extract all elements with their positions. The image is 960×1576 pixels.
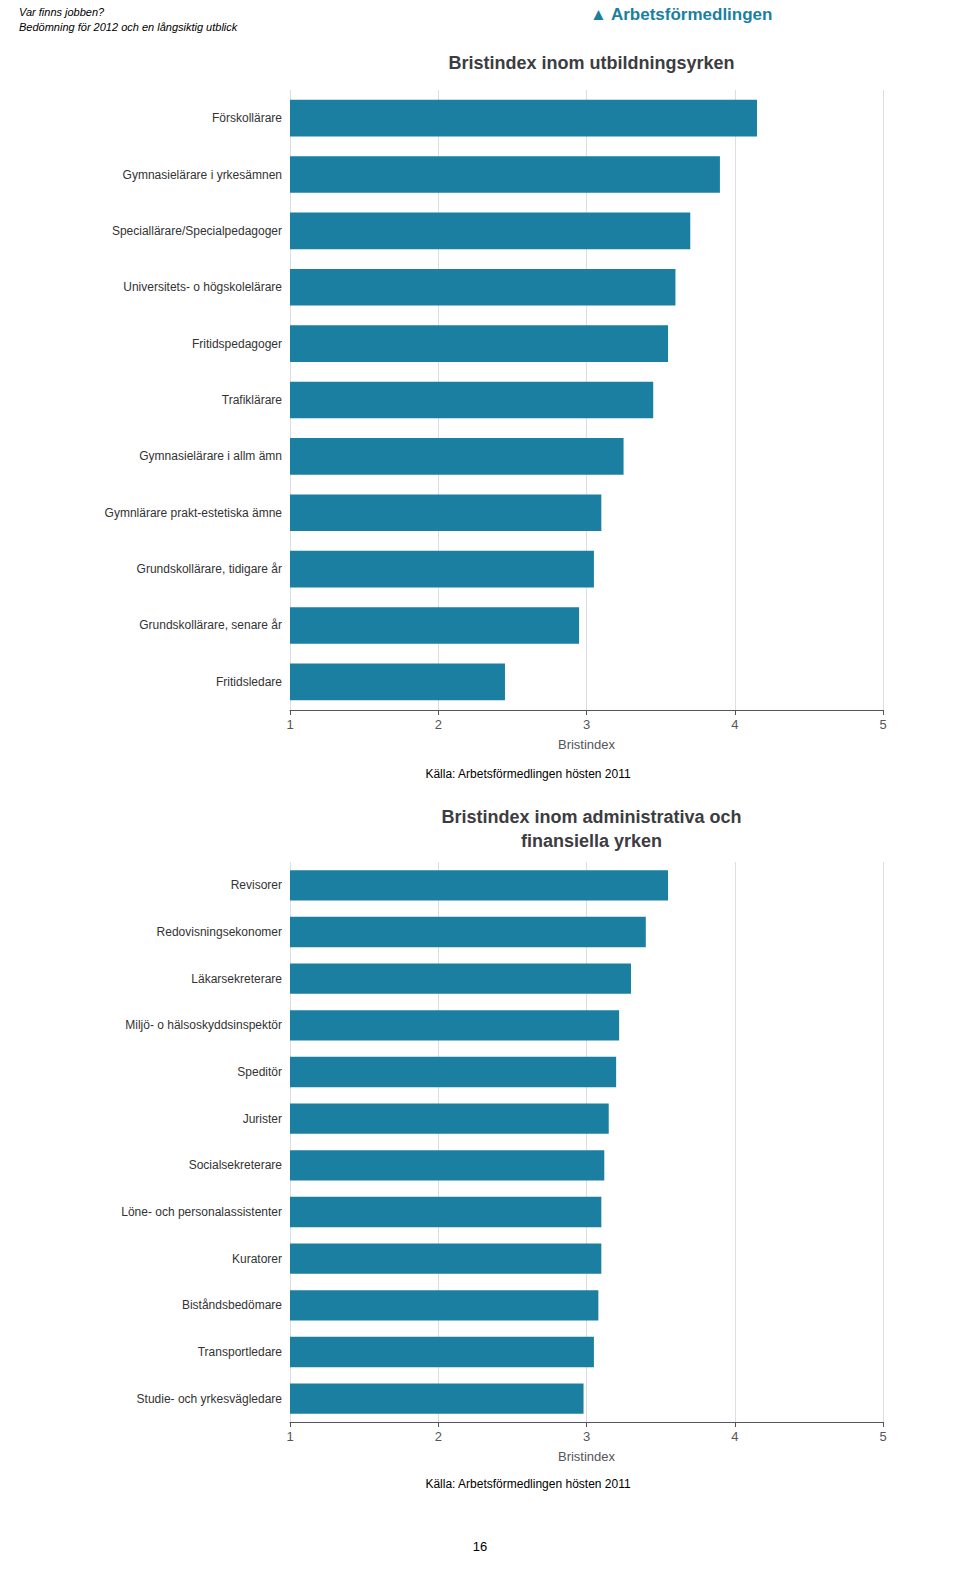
svg-text:Speditör: Speditör: [237, 1065, 282, 1079]
svg-text:Förskollärare: Förskollärare: [212, 111, 282, 125]
svg-text:Redovisningsekonomer: Redovisningsekonomer: [157, 925, 282, 939]
svg-text:Universitets- o högskolelärare: Universitets- o högskolelärare: [123, 280, 282, 294]
svg-text:Grundskollärare, senare år: Grundskollärare, senare år: [139, 618, 282, 632]
svg-text:Källa: Arbetsförmedlingen höst: Källa: Arbetsförmedlingen hösten 2011: [425, 767, 631, 781]
svg-text:Jurister: Jurister: [243, 1112, 282, 1126]
svg-text:Socialsekreterare: Socialsekreterare: [189, 1158, 283, 1172]
svg-text:4: 4: [731, 1429, 738, 1444]
svg-text:Miljö- o hälsoskyddsinspektör: Miljö- o hälsoskyddsinspektör: [125, 1018, 282, 1032]
svg-text:3: 3: [583, 1429, 590, 1444]
svg-text:Gymnasielärare i allm ämn: Gymnasielärare i allm ämn: [139, 449, 282, 463]
svg-text:Revisorer: Revisorer: [231, 878, 282, 892]
svg-text:Grundskollärare, tidigare år: Grundskollärare, tidigare år: [137, 562, 282, 576]
svg-text:Studie- och yrkesvägledare: Studie- och yrkesvägledare: [137, 1392, 283, 1406]
svg-text:Bristindex inom utbildningsyrk: Bristindex inom utbildningsyrken: [448, 53, 734, 73]
svg-text:Bristindex: Bristindex: [558, 737, 616, 752]
svg-text:Bristindex: Bristindex: [558, 1449, 616, 1464]
svg-text:▲ Arbetsförmedlingen: ▲ Arbetsförmedlingen: [590, 5, 772, 24]
svg-text:Löne- och personalassistenter: Löne- och personalassistenter: [121, 1205, 282, 1219]
svg-text:2: 2: [435, 717, 442, 732]
svg-text:Trafiklärare: Trafiklärare: [222, 393, 283, 407]
svg-text:Fritidspedagoger: Fritidspedagoger: [192, 337, 282, 351]
svg-text:Transportledare: Transportledare: [198, 1345, 283, 1359]
svg-text:Gymnlärare prakt-estetiska ämn: Gymnlärare prakt-estetiska ämne: [105, 506, 283, 520]
svg-text:3: 3: [583, 717, 590, 732]
svg-text:Fritidsledare: Fritidsledare: [216, 675, 282, 689]
svg-text:2: 2: [435, 1429, 442, 1444]
svg-text:16: 16: [473, 1539, 487, 1554]
svg-text:4: 4: [731, 717, 738, 732]
svg-text:Läkarsekreterare: Läkarsekreterare: [191, 972, 282, 986]
svg-text:1: 1: [286, 1429, 293, 1444]
svg-text:5: 5: [879, 717, 886, 732]
svg-text:finansiella yrken: finansiella yrken: [521, 831, 662, 851]
svg-text:Bedömning för 2012 och en lång: Bedömning för 2012 och en långsiktig utb…: [19, 21, 238, 33]
svg-text:Kuratorer: Kuratorer: [232, 1252, 282, 1266]
svg-text:Speciallärare/Specialpedagoger: Speciallärare/Specialpedagoger: [112, 224, 282, 238]
svg-text:Biståndsbedömare: Biståndsbedömare: [182, 1298, 282, 1312]
svg-text:Var finns jobben?: Var finns jobben?: [19, 6, 105, 18]
svg-text:1: 1: [286, 717, 293, 732]
svg-text:Källa: Arbetsförmedlingen höst: Källa: Arbetsförmedlingen hösten 2011: [425, 1477, 631, 1491]
svg-text:Bristindex inom administrativa: Bristindex inom administrativa och: [441, 807, 741, 827]
svg-text:Gymnasielärare i yrkesämnen: Gymnasielärare i yrkesämnen: [123, 168, 282, 182]
svg-text:5: 5: [879, 1429, 886, 1444]
